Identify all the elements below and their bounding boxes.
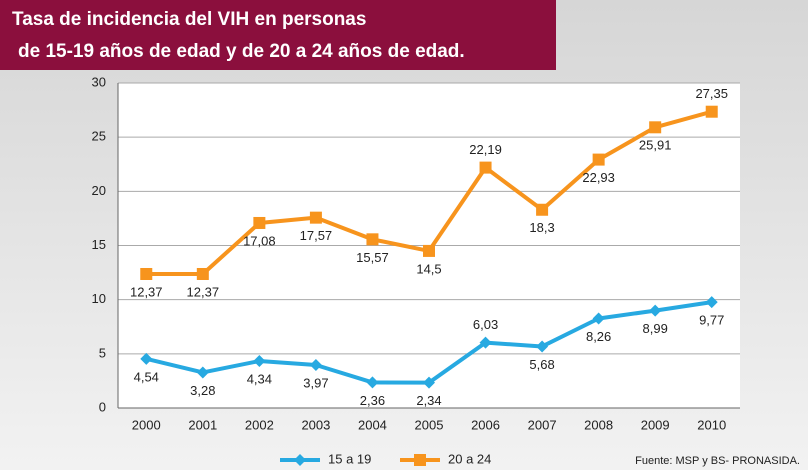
x-tick-label: 2004	[358, 417, 387, 432]
data-label: 17,08	[243, 233, 276, 248]
data-label: 3,97	[303, 375, 328, 390]
legend-label: 20 a 24	[448, 451, 491, 466]
marker	[294, 454, 306, 466]
y-tick-label: 20	[92, 183, 106, 198]
marker	[309, 211, 322, 224]
x-tick-label: 2003	[301, 417, 330, 432]
data-label: 22,19	[469, 142, 502, 157]
marker	[253, 354, 266, 367]
x-tick-label: 2002	[245, 417, 274, 432]
marker	[479, 161, 492, 174]
data-label: 18,3	[529, 220, 554, 235]
marker	[196, 267, 209, 280]
marker	[309, 358, 322, 371]
marker	[366, 233, 379, 246]
marker	[366, 376, 379, 389]
chart-title: Tasa de incidencia del VIH en personas	[12, 9, 366, 30]
y-tick-label: 30	[92, 74, 106, 89]
data-label: 2,36	[360, 393, 385, 408]
data-label: 25,91	[639, 138, 672, 153]
marker	[536, 203, 549, 216]
marker	[479, 336, 492, 349]
y-tick-label: 0	[99, 399, 106, 414]
title-box	[0, 0, 556, 70]
y-tick-label: 15	[92, 237, 106, 252]
y-tick-label: 5	[99, 345, 106, 360]
x-tick-label: 2009	[641, 417, 670, 432]
data-label: 2,34	[416, 393, 441, 408]
data-label: 17,57	[300, 228, 333, 243]
marker	[592, 312, 605, 325]
x-tick-label: 2007	[528, 417, 557, 432]
marker	[414, 454, 426, 466]
marker	[423, 376, 435, 389]
marker	[196, 366, 209, 379]
data-label: 5,68	[529, 357, 554, 372]
x-tick-label: 2006	[471, 417, 500, 432]
marker	[592, 153, 605, 166]
x-tick-label: 2010	[697, 417, 726, 432]
marker	[649, 121, 662, 134]
data-label: 15,57	[356, 250, 389, 265]
data-label: 12,37	[187, 284, 220, 299]
x-tick-label: 2008	[584, 417, 613, 432]
source: Fuente: MSP y BS- PRONASIDA.	[635, 455, 800, 467]
marker	[649, 304, 662, 317]
x-tick-label: 2005	[415, 417, 444, 432]
marker	[253, 216, 266, 229]
x-tick-label: 2001	[188, 417, 217, 432]
marker	[705, 105, 718, 118]
y-tick-label: 10	[92, 291, 106, 306]
data-label: 9,77	[699, 313, 724, 328]
marker	[705, 296, 718, 309]
legend-label: 15 a 19	[328, 451, 371, 466]
marker	[140, 267, 153, 280]
y-tick-label: 25	[92, 129, 106, 144]
marker	[140, 352, 153, 365]
data-label: 8,26	[586, 329, 611, 344]
data-label: 4,54	[134, 369, 159, 384]
data-label: 14,5	[416, 261, 441, 276]
data-label: 3,28	[190, 383, 215, 398]
marker	[536, 340, 549, 353]
chart-title: de 15-19 años de edad y de 20 a 24 años …	[18, 41, 465, 62]
data-label: 6,03	[473, 317, 498, 332]
data-label: 27,35	[695, 86, 728, 101]
data-label: 22,93	[582, 170, 615, 185]
data-label: 8,99	[643, 321, 668, 336]
data-label: 12,37	[130, 284, 163, 299]
data-label: 4,34	[247, 371, 272, 386]
marker	[423, 244, 435, 257]
x-tick-label: 2000	[132, 417, 161, 432]
